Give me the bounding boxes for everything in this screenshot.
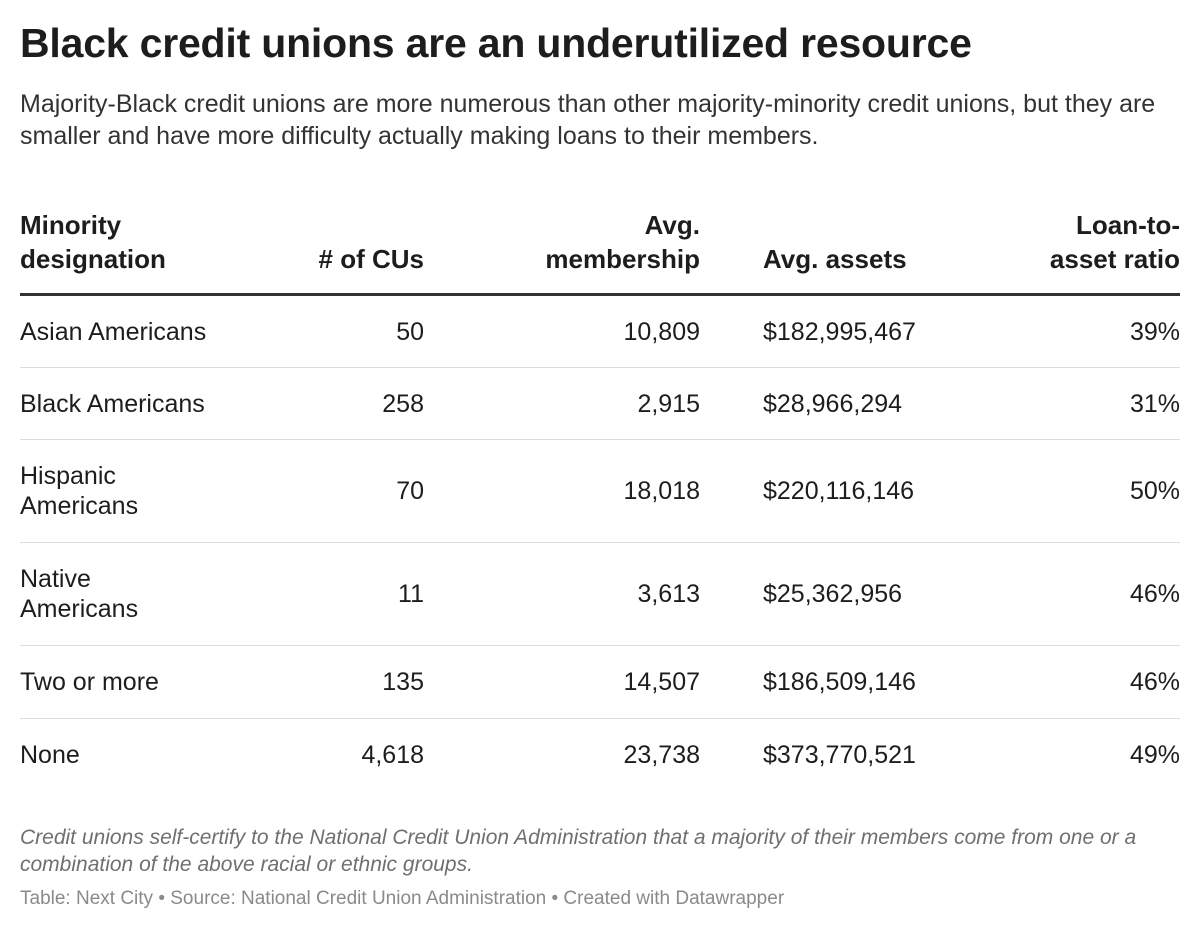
designation-line: Americans	[20, 492, 139, 520]
cell-avg-assets: $186,509,146	[763, 668, 916, 696]
header-minority-designation: Minority designation	[20, 208, 280, 276]
header-line: asset ratio	[1049, 244, 1180, 274]
designation-line: Americans	[20, 595, 139, 623]
cell-designation: Native Americans	[20, 564, 270, 624]
cell-num-cus: 50	[396, 317, 424, 346]
cell-loan-to-asset-ratio: 50%	[1129, 477, 1180, 505]
designation-line: None	[20, 741, 80, 769]
cell-avg-membership: 23,738	[623, 741, 700, 769]
table-row: Hispanic Americans 70 18,018 $220,116,14…	[20, 440, 1180, 543]
cell-designation: Black Americans	[20, 389, 270, 419]
cell-num-cus: 135	[382, 668, 424, 696]
cell-num-cus: 4,618	[361, 741, 424, 769]
header-loan-to-asset-ratio: Loan-to- asset ratio	[980, 208, 1180, 276]
cell-avg-assets: $25,362,956	[763, 580, 903, 608]
header-line: designation	[20, 244, 166, 274]
chart-subtitle: Majority-Black credit unions are more nu…	[20, 90, 1156, 150]
cell-loan-to-asset-ratio: 31%	[1129, 389, 1180, 418]
table-row: Two or more 135 14,507 $186,509,146 46%	[20, 646, 1180, 719]
cell-loan-to-asset-ratio: 49%	[1129, 741, 1180, 769]
designation-line: Two or more	[20, 668, 159, 696]
header-line: membership	[545, 244, 700, 274]
cell-avg-assets: $373,770,521	[763, 741, 916, 769]
cell-designation: None	[20, 740, 270, 770]
cell-designation: Two or more	[20, 667, 270, 697]
cell-num-cus: 70	[396, 477, 424, 505]
table-row: Black Americans 258 2,915 $28,966,294 31…	[20, 368, 1180, 440]
cell-avg-assets: $220,116,146	[763, 477, 915, 505]
table-row: Asian Americans 50 10,809 $182,995,467 3…	[20, 296, 1180, 368]
designation-line: Native	[20, 565, 91, 593]
header-avg-membership: Avg. membership	[480, 208, 700, 276]
header-num-cus: # of CUs	[224, 242, 424, 276]
header-line: Avg.	[644, 210, 700, 240]
header-line: Minority	[20, 210, 122, 240]
cell-avg-assets: $28,966,294	[763, 389, 903, 418]
cell-avg-membership: 18,018	[623, 477, 700, 505]
cell-num-cus: 258	[382, 389, 424, 418]
cell-avg-membership: 3,613	[637, 580, 700, 608]
designation-line: Hispanic	[20, 462, 116, 490]
cell-avg-assets: $182,995,467	[763, 317, 916, 346]
cell-loan-to-asset-ratio: 46%	[1129, 580, 1180, 608]
header-divider	[20, 293, 1180, 296]
cell-loan-to-asset-ratio: 46%	[1129, 668, 1180, 696]
designation-line: Black Americans	[20, 389, 205, 418]
table-body: Asian Americans 50 10,809 $182,995,467 3…	[20, 296, 1180, 791]
header-line: Avg. assets	[763, 244, 907, 274]
cell-avg-membership: 2,915	[637, 389, 700, 418]
table-notes: Credit unions self-certify to the Nation…	[20, 826, 1137, 876]
cell-designation: Asian Americans	[20, 317, 270, 347]
cell-loan-to-asset-ratio: 39%	[1129, 317, 1180, 346]
cell-num-cus: 11	[398, 580, 424, 608]
table-row: None 4,618 23,738 $373,770,521 49%	[20, 719, 1180, 791]
header-avg-assets: Avg. assets	[763, 242, 1003, 276]
table-row: Native Americans 11 3,613 $25,362,956 46…	[20, 543, 1180, 646]
table-header: Minority designation # of CUs Avg. membe…	[20, 205, 1180, 293]
cell-designation: Hispanic Americans	[20, 461, 270, 521]
cell-avg-membership: 10,809	[623, 317, 700, 346]
table-credit: Table: Next City • Source: National Cred…	[20, 888, 785, 909]
header-line: # of CUs	[318, 244, 424, 274]
header-line: Loan-to-	[1076, 210, 1180, 240]
designation-line: Asian Americans	[20, 317, 207, 346]
chart-title: Black credit unions are an underutilized…	[20, 20, 972, 66]
cell-avg-membership: 14,507	[623, 668, 700, 696]
